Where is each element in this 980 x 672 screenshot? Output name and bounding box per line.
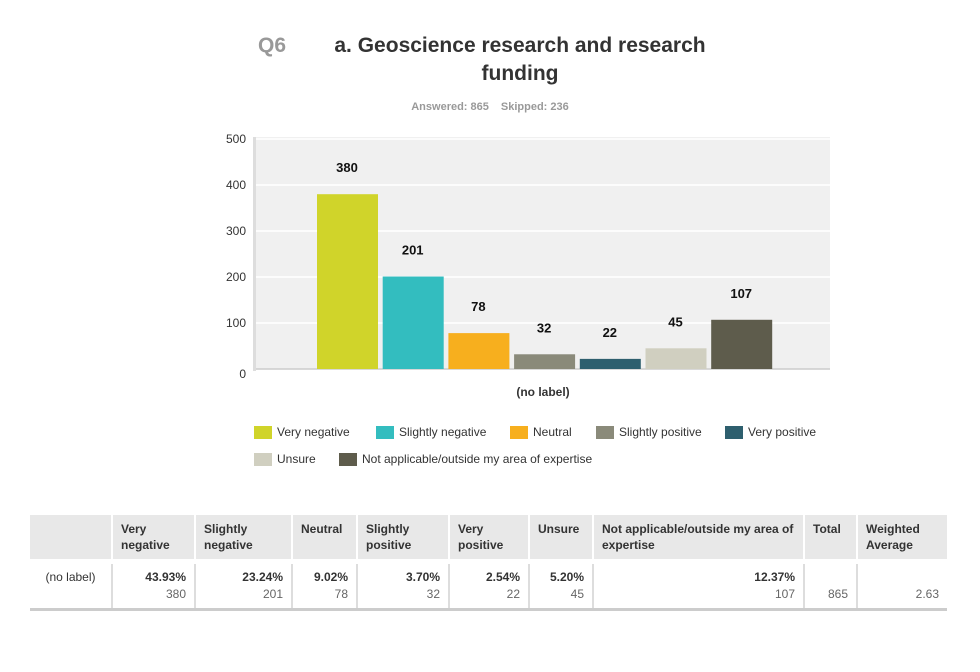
y-tick-label: 100 [226,316,246,330]
data-label: 45 [668,314,682,329]
bar [579,358,641,369]
bar [645,348,707,369]
bar [711,319,773,369]
count-value: 107 [774,587,795,601]
y-tick-label: 500 [226,132,246,146]
column-header: Not applicable/outside my area of expert… [592,515,804,562]
weighted-average-cell: 2.63 [856,559,947,611]
legend-label: Very positive [748,425,817,439]
legend-swatch [376,425,394,439]
legend-label: Very negative [277,425,350,439]
skipped-count: Skipped: 236 [500,101,569,113]
bar [448,333,510,369]
data-label: 201 [402,243,424,258]
bar-chart: 0 100 200 300 400 500 380 201 78 32 22 45 107 (no lab… [226,132,830,399]
legend-swatch [510,425,528,439]
column-header: Slightly negative [194,515,292,562]
data-label: 32 [537,320,551,335]
legend-item: Not applicable/outside my area of expert… [339,452,592,466]
table-cell: 3.70% 32 [356,559,449,611]
legend-swatch [596,425,614,439]
x-axis-label: (no label) [516,385,569,399]
legend-label: Neutral [533,425,572,439]
column-header: Total [803,515,857,562]
legend-label: Not applicable/outside my area of expert… [362,452,593,466]
percent-value: 9.02% [313,570,348,584]
percent-value: 23.24% [242,570,283,584]
legend-item: Slightly positive [596,425,702,439]
legend-swatch [725,425,743,439]
count-value: 45 [570,587,584,601]
column-header: Very positive [448,515,529,562]
legend-item: Slightly negative [376,425,486,439]
column-header: Unsure [528,515,593,562]
table-cell: 5.20% 45 [528,559,593,611]
y-tick-label: 0 [239,367,246,381]
column-header [30,515,112,562]
percent-value: 5.20% [549,570,584,584]
row-label: (no label) [30,559,112,611]
table-cell: 43.93% 380 [111,559,195,611]
legend-swatch [254,425,272,439]
bar [317,194,378,369]
question-number: Q6 [258,34,287,57]
legend-label: Unsure [277,452,316,466]
total-value: 865 [827,587,848,601]
legend-item: Very positive [725,425,816,439]
percent-value: 3.70% [405,570,440,584]
table-cell: 9.02% 78 [291,559,357,611]
response-summary: Answered: 865 Skipped: 236 [0,101,980,113]
results-table: Very negative Slightly negative Neutral Sli… [30,515,947,611]
percent-value: 43.93% [145,570,186,584]
data-label: 78 [471,299,485,314]
column-header: Very negative [111,515,195,562]
percent-value: 2.54% [485,570,520,584]
table-cell: 2.54% 22 [448,559,529,611]
data-label: 107 [730,286,752,301]
bar [514,354,576,369]
column-header: Slightly positive [356,515,449,562]
count-value: 32 [426,587,440,601]
count-value: 78 [334,587,348,601]
legend-item: Neutral [510,425,572,439]
percent-value: 12.37% [754,570,795,584]
y-axis-line [253,137,256,371]
legend-label: Slightly negative [399,425,487,439]
table-row: (no label) 43.93% 380 23.24% 201 9.02% 78 3.70%… [30,559,947,611]
legend-swatch [254,452,272,466]
table-cell: 12.37% 107 [592,559,804,611]
total-cell: 865 [803,559,857,611]
column-header: Weighted Average [856,515,947,562]
legend-label: Slightly positive [619,425,702,439]
y-tick-label: 300 [226,224,246,238]
count-value: 22 [506,587,520,601]
y-tick-label: 200 [226,270,246,284]
column-header: Neutral [291,515,357,562]
legend-swatch [339,452,357,466]
weighted-average-value: 2.63 [915,587,939,601]
legend-item: Very negative [254,425,350,439]
bar [382,276,444,369]
data-label: 22 [603,325,617,340]
legend-item: Unsure [254,452,316,466]
chart-title: a. Geoscience research and research fund… [334,34,706,85]
answered-count: Answered: 865 [411,101,489,113]
table-cell: 23.24% 201 [194,559,292,611]
data-label: 380 [336,160,358,175]
count-value: 380 [165,587,186,601]
y-tick-label: 400 [226,178,246,192]
count-value: 201 [262,587,283,601]
